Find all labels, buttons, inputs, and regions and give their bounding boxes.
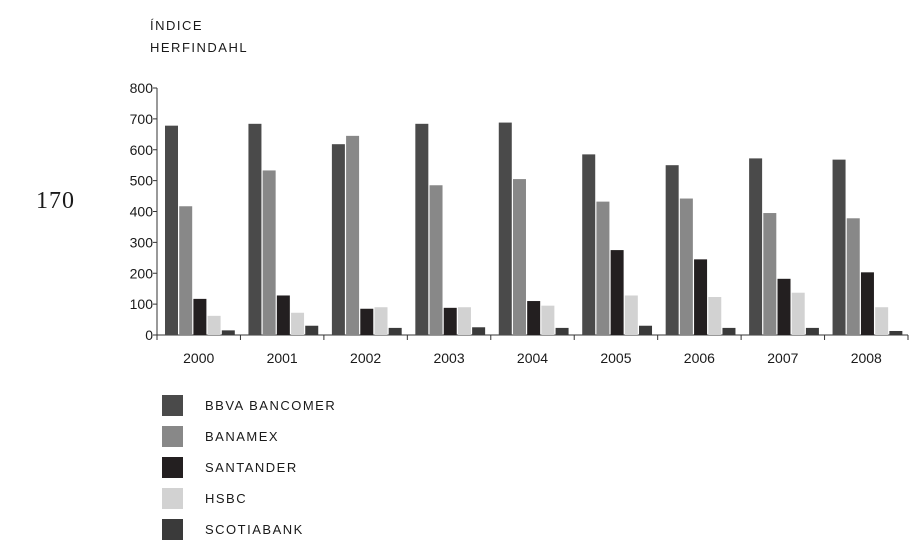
bar-santander-2000	[193, 298, 207, 335]
legend-swatch	[162, 488, 183, 509]
bar-scotiabank-2005	[639, 325, 653, 335]
bar-banamex-2004	[512, 179, 526, 335]
x-tick-label: 2001	[267, 350, 298, 366]
bar-banamex-2002	[346, 135, 360, 335]
bar-bbva-bancomer-2007	[749, 158, 763, 335]
bar-bbva-bancomer-2004	[498, 122, 512, 335]
bar-santander-2005	[610, 250, 624, 335]
y-tick-label: 600	[130, 142, 154, 158]
y-tick-label: 700	[130, 111, 154, 127]
legend-label: BBVA BANCOMER	[205, 398, 337, 413]
legend-label: SANTANDER	[205, 460, 298, 475]
bar-scotiabank-2006	[722, 327, 736, 335]
bar-scotiabank-2004	[555, 327, 569, 335]
bar-scotiabank-2007	[805, 327, 819, 335]
legend-swatch	[162, 519, 183, 540]
legend-item: BANAMEX	[162, 423, 336, 450]
y-axis: 0 100 200 300 400 500 600 700 800	[130, 80, 158, 343]
y-axis-label-line-1: ÍNDICE	[150, 18, 204, 33]
y-tick-label: 100	[130, 296, 154, 312]
x-tick-label: 2000	[183, 350, 214, 366]
bar-santander-2003	[443, 307, 457, 335]
bar-santander-2001	[276, 295, 290, 335]
bar-santander-2008	[860, 272, 874, 335]
bar-hsbc-2008	[875, 307, 889, 335]
bar-banamex-2003	[429, 185, 443, 335]
y-tick-label: 800	[130, 80, 154, 96]
y-tick-label: 0	[145, 327, 153, 343]
bar-bbva-bancomer-2008	[832, 159, 846, 335]
legend-item: SCOTIABANK	[162, 516, 336, 543]
legend-item: HSBC	[162, 485, 336, 512]
x-tick-label: 2006	[684, 350, 715, 366]
legend-label: HSBC	[205, 491, 248, 506]
legend: BBVA BANCOMER BANAMEX SANTANDER HSBC SCOTIAB…	[162, 392, 336, 547]
y-tick-label: 400	[130, 204, 154, 220]
x-tick-label: 2002	[350, 350, 381, 366]
bar-banamex-2000	[179, 206, 193, 335]
bar-hsbc-2002	[374, 307, 388, 335]
legend-swatch	[162, 457, 183, 478]
legend-item: BBVA BANCOMER	[162, 392, 336, 419]
bar-bbva-bancomer-2000	[165, 125, 178, 335]
bar-bbva-bancomer-2006	[665, 165, 679, 335]
bar-scotiabank-2000	[221, 330, 235, 335]
bar-bbva-bancomer-2001	[248, 123, 262, 335]
bar-hsbc-2007	[791, 292, 805, 335]
y-tick-label: 200	[130, 265, 154, 281]
bar-banamex-2008	[846, 218, 860, 335]
x-axis: 2000 2001 2002 2003 2004 2005 2006 2007 2008	[156, 334, 909, 366]
x-tick-label: 2007	[767, 350, 798, 366]
bar-banamex-2005	[596, 201, 610, 335]
bar-banamex-2007	[763, 213, 777, 335]
legend-label: BANAMEX	[205, 429, 280, 444]
bar-scotiabank-2003	[472, 327, 486, 335]
bar-hsbc-2001	[291, 312, 305, 335]
bar-bbva-bancomer-2002	[331, 144, 345, 335]
x-tick-label: 2003	[433, 350, 464, 366]
bar-scotiabank-2001	[305, 325, 319, 335]
bar-santander-2002	[360, 308, 374, 335]
bar-hsbc-2006	[708, 297, 722, 335]
bar-santander-2007	[777, 278, 791, 335]
bar-santander-2004	[527, 301, 541, 335]
bar-hsbc-2005	[624, 295, 638, 335]
bars-group	[165, 122, 903, 335]
bar-hsbc-2004	[541, 305, 555, 335]
bar-hsbc-2000	[207, 315, 221, 335]
x-tick-label: 2008	[851, 350, 882, 366]
bar-banamex-2006	[679, 198, 693, 335]
bar-bbva-bancomer-2003	[415, 123, 429, 335]
legend-swatch	[162, 426, 183, 447]
bar-scotiabank-2002	[388, 327, 402, 335]
legend-swatch	[162, 395, 183, 416]
bar-santander-2006	[694, 259, 708, 335]
y-tick-label: 500	[130, 173, 154, 189]
bar-bbva-bancomer-2005	[582, 154, 596, 335]
x-tick-label: 2005	[600, 350, 631, 366]
y-axis-label-line-2: HERFINDAHL	[150, 40, 249, 55]
legend-label: SCOTIABANK	[205, 522, 304, 537]
bar-banamex-2001	[262, 170, 276, 335]
x-tick-label: 2004	[517, 350, 548, 366]
page-number: 170	[36, 188, 75, 214]
legend-item: SANTANDER	[162, 454, 336, 481]
bar-hsbc-2003	[457, 307, 471, 335]
y-tick-label: 300	[130, 234, 154, 250]
bar-scotiabank-2008	[889, 330, 903, 335]
